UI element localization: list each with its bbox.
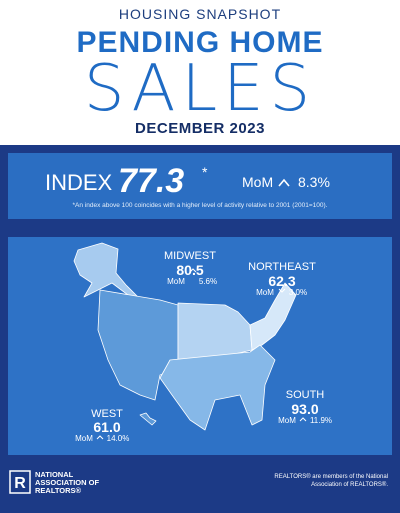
index-mom-label: MoM [242, 174, 273, 190]
index-label: INDEX [45, 170, 113, 195]
us-map [73, 242, 297, 431]
region-mom-label: MoM [278, 416, 296, 425]
index-marker: * [202, 164, 208, 180]
org-line: NATIONAL [35, 470, 74, 479]
title-line2: SALES [83, 52, 317, 126]
up-arrow [96, 435, 104, 440]
kicker: HOUSING SNAPSHOT [118, 6, 282, 22]
title-line1: PENDING HOME [76, 26, 324, 59]
region-name: SOUTH [286, 389, 325, 401]
region-mom-value: 11.9% [310, 416, 332, 425]
up-arrow [189, 268, 197, 273]
note-line: Association of REALTORS®. [311, 481, 388, 488]
west-region [97, 289, 179, 401]
region-mom-label: MoM [75, 434, 93, 443]
region-value: 93.0 [291, 401, 318, 417]
note-line: REALTORS® are members of the National [274, 473, 388, 480]
panel: INDEX 77.3 * MoM 8.3% *An index above 10… [0, 145, 400, 513]
index-footnote: *An index above 100 coincides with a hig… [73, 202, 328, 209]
south-region [159, 344, 276, 431]
period: DECEMBER 2023 [135, 120, 265, 137]
hawaii [139, 412, 157, 426]
up-arrow [299, 417, 307, 422]
region-value: 62.3 [268, 273, 295, 289]
region-mom-label: MoM [167, 277, 185, 286]
org-line: REALTORS® [35, 486, 82, 495]
up-arrow [278, 178, 290, 187]
logo-letter: R [14, 475, 26, 492]
alaska [73, 242, 139, 298]
index-value: 77.3 [118, 162, 184, 200]
region-name: NORTHEAST [248, 261, 316, 273]
region-name: WEST [91, 408, 123, 420]
index-mom-value: 8.3% [298, 174, 330, 190]
region-mom-value: 3.0% [289, 288, 307, 297]
down-arrow [278, 288, 286, 293]
region-mom-label: MoM [256, 288, 274, 297]
logo-frame [9, 470, 31, 494]
region-value: 80.5 [176, 262, 203, 278]
region-value: 61.0 [93, 419, 120, 435]
region-mom-value: 14.0% [107, 434, 130, 443]
region-mom-value: 5.6% [199, 277, 217, 286]
index-box [8, 153, 392, 219]
org-line: ASSOCIATION OF [35, 478, 99, 487]
region-name: MIDWEST [164, 250, 216, 262]
